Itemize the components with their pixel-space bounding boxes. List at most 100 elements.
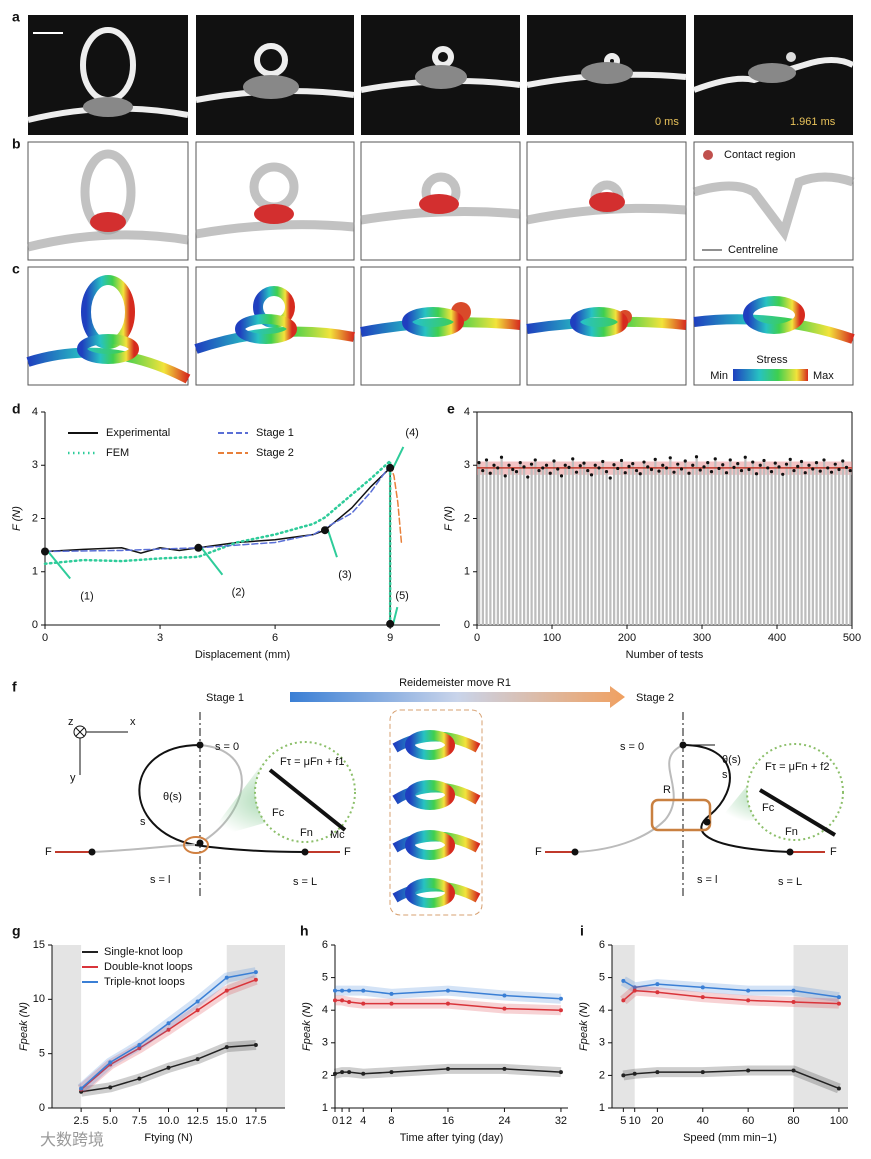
bar (553, 460, 556, 625)
bar (564, 465, 567, 625)
data-point (657, 469, 661, 473)
data-point (601, 459, 605, 464)
y-tick-label: 3 (322, 1037, 328, 1049)
bar (684, 460, 687, 625)
data-point (655, 990, 660, 995)
annotation-arrow (392, 446, 405, 469)
data-point (544, 463, 549, 467)
data-point (702, 465, 706, 469)
bar (699, 470, 702, 625)
legend-label: Triple-knot loops (104, 976, 185, 988)
x-tick-label: 9 (387, 632, 393, 644)
data-point (333, 998, 337, 1003)
bar (688, 473, 691, 625)
bar (601, 461, 604, 625)
bar (481, 470, 484, 625)
annotation-label: (3) (338, 569, 351, 581)
data-point (578, 464, 582, 468)
panel-label: f (12, 679, 17, 695)
x-tick-label: 500 (843, 632, 861, 644)
data-point (511, 467, 515, 472)
x-tick-label: 2 (346, 1115, 352, 1127)
data-point (224, 975, 229, 980)
annotation-label: (1) (80, 590, 93, 602)
x-tick-label: 17.5 (245, 1115, 266, 1127)
legend-label: Centreline (728, 244, 778, 256)
data-point (746, 988, 751, 993)
y-tick-label: 2 (322, 1069, 328, 1081)
data-point (574, 470, 579, 474)
bar (620, 460, 623, 625)
x-tick-label: 0 (474, 632, 480, 644)
data-point (619, 458, 624, 463)
y-tick-label: 0 (464, 619, 470, 631)
bar (706, 462, 709, 625)
zoom-circle (746, 743, 844, 841)
data-point (655, 982, 660, 987)
panel-label: b (12, 136, 21, 152)
data-point (754, 472, 759, 476)
data-point (788, 457, 792, 461)
data-point (837, 467, 841, 472)
y-tick-label: 3 (599, 1037, 605, 1049)
data-point (803, 471, 807, 475)
force-label: Fn (785, 826, 798, 838)
data-point (558, 1070, 563, 1075)
bar (819, 471, 822, 625)
data-point (108, 1085, 113, 1090)
bar (575, 472, 578, 625)
bar (808, 465, 811, 625)
bar (781, 474, 784, 625)
bar (748, 469, 751, 625)
panel-label: g (12, 923, 21, 939)
shaded-region (612, 945, 635, 1108)
data-point (638, 472, 642, 476)
move-title: Reidemeister move R1 (399, 677, 511, 689)
data-point (137, 1076, 142, 1081)
data-point (762, 458, 766, 463)
x-axis-label: Speed (mm min−1) (683, 1132, 777, 1144)
legend-label: FEM (106, 447, 129, 459)
data-point (224, 988, 229, 993)
data-point (758, 463, 762, 467)
bar (789, 459, 792, 625)
data-point (253, 970, 258, 975)
bar (624, 472, 627, 625)
bar (496, 467, 499, 625)
colorbar-min: Min (710, 370, 728, 382)
y-tick-label: 1 (32, 566, 38, 578)
data-point (166, 1021, 171, 1026)
data-point (836, 1086, 841, 1091)
y-tick-label: 6 (599, 939, 605, 951)
x-tick-label: 20 (651, 1115, 663, 1127)
data-point (389, 1070, 394, 1075)
s-label: s = L (293, 876, 317, 888)
inset-frame (389, 709, 483, 916)
bar (489, 473, 492, 625)
theta-label: θ(s) (163, 791, 182, 803)
bar (826, 467, 829, 625)
data-point (522, 465, 526, 469)
bar (811, 468, 814, 625)
data-point (713, 457, 717, 461)
data-point (728, 458, 732, 462)
x-tick-label: 10.0 (158, 1115, 179, 1127)
x-tick-label: 0 (332, 1115, 338, 1127)
force-eq: Fτ = μFn + f1 (280, 756, 345, 768)
annotation-arrow (47, 550, 71, 580)
data-point (253, 977, 258, 982)
force-label: F (830, 846, 837, 858)
annotation-point (41, 547, 49, 556)
bar (549, 473, 552, 625)
force-label: F (45, 846, 52, 858)
x-tick-label: 40 (697, 1115, 709, 1127)
axis-name: x (130, 716, 136, 728)
bar (609, 478, 612, 625)
data-point (571, 457, 575, 461)
y-axis-label: F (N) (443, 506, 455, 531)
x-tick-label: 12.5 (187, 1115, 208, 1127)
data-point (502, 1066, 507, 1071)
panel-label: c (12, 261, 20, 277)
bar (751, 462, 754, 625)
